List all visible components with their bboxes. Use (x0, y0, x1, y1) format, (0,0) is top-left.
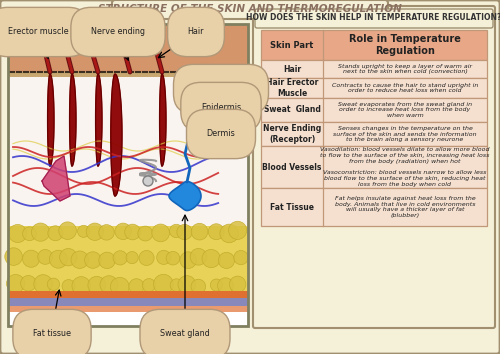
Circle shape (100, 276, 118, 294)
Circle shape (115, 223, 132, 240)
Circle shape (20, 275, 36, 291)
Text: Stands upright to keep a layer of warm air
next to the skin when cold (convectio: Stands upright to keep a layer of warm a… (338, 64, 472, 74)
Circle shape (38, 250, 52, 264)
Bar (261, 146, 487, 188)
Circle shape (218, 278, 234, 293)
Circle shape (71, 251, 88, 268)
Circle shape (190, 249, 207, 265)
Text: Erector muscle: Erector muscle (8, 28, 68, 36)
Text: Fat helps insulate against heat loss from the
body. Animals that live in cold en: Fat helps insulate against heat loss fro… (334, 196, 476, 218)
Circle shape (110, 277, 129, 296)
Text: Skin Part: Skin Part (270, 40, 314, 50)
FancyBboxPatch shape (112, 0, 388, 19)
Circle shape (8, 224, 27, 242)
Text: Epidermis: Epidermis (201, 103, 241, 112)
Text: Fat Tissue: Fat Tissue (270, 202, 314, 211)
Text: Hair: Hair (283, 64, 301, 74)
Text: Sweat  Gland: Sweat Gland (264, 105, 320, 114)
Bar (8, 306, 248, 312)
Text: Contracts to cause the hair to stand upright in
order to reduce heat loss when c: Contracts to cause the hair to stand upr… (332, 82, 478, 93)
Circle shape (60, 249, 77, 266)
FancyBboxPatch shape (253, 6, 495, 328)
Text: Sweat evaporates from the sweat gland in
order to increase heat loss from the bo: Sweat evaporates from the sweat gland in… (338, 102, 472, 118)
Bar (8, 72, 248, 226)
Bar (8, 24, 248, 326)
Circle shape (142, 279, 156, 292)
Circle shape (84, 252, 101, 268)
Circle shape (202, 250, 220, 268)
Circle shape (210, 279, 222, 291)
Text: Hair Erector
Muscle: Hair Erector Muscle (266, 78, 318, 98)
Circle shape (170, 224, 183, 238)
Polygon shape (96, 74, 102, 166)
Circle shape (234, 251, 248, 265)
Circle shape (72, 276, 90, 295)
Bar (261, 122, 487, 146)
Circle shape (126, 252, 138, 264)
Circle shape (124, 224, 140, 240)
Text: Hair: Hair (188, 28, 204, 36)
Circle shape (99, 252, 116, 269)
Circle shape (154, 274, 173, 294)
Circle shape (50, 250, 68, 268)
Circle shape (99, 225, 114, 240)
Circle shape (59, 222, 76, 239)
Circle shape (88, 276, 106, 294)
FancyBboxPatch shape (255, 9, 493, 28)
Bar (261, 78, 487, 98)
Circle shape (180, 252, 196, 268)
Circle shape (166, 251, 180, 265)
Bar (261, 30, 487, 60)
Polygon shape (48, 74, 54, 166)
Text: Dermis: Dermis (206, 130, 236, 138)
Circle shape (152, 224, 170, 242)
Circle shape (230, 276, 246, 292)
Text: Sweat gland: Sweat gland (160, 330, 210, 338)
Circle shape (228, 221, 246, 239)
Circle shape (143, 176, 153, 186)
Circle shape (218, 252, 234, 268)
Polygon shape (70, 74, 76, 166)
Bar (8, 24, 248, 326)
Circle shape (48, 226, 63, 241)
Bar (8, 72, 248, 77)
Circle shape (5, 248, 22, 266)
Circle shape (129, 279, 144, 294)
Circle shape (139, 250, 154, 266)
Bar (8, 226, 248, 291)
Text: STRUCTURE OF THE SKIN AND THERMOREGULATION: STRUCTURE OF THE SKIN AND THERMOREGULATI… (98, 5, 402, 15)
Circle shape (191, 223, 208, 240)
Text: Blood Vessels: Blood Vessels (262, 162, 322, 171)
Circle shape (48, 278, 60, 290)
Circle shape (32, 223, 50, 241)
Circle shape (22, 227, 36, 241)
Text: Blood vessels: Blood vessels (194, 85, 248, 93)
Bar (8, 24, 248, 72)
Bar (8, 298, 248, 306)
Bar (261, 60, 487, 78)
Text: Fat tissue: Fat tissue (33, 330, 71, 338)
Polygon shape (111, 74, 122, 196)
Circle shape (78, 225, 90, 238)
Polygon shape (160, 74, 166, 166)
Text: Senses changes in the temperature on the
surface of the skin and sends the infor: Senses changes in the temperature on the… (333, 126, 477, 142)
Circle shape (220, 224, 238, 243)
Bar (261, 188, 487, 226)
Polygon shape (169, 182, 201, 211)
Circle shape (156, 250, 171, 264)
Circle shape (208, 224, 224, 240)
Circle shape (62, 280, 75, 293)
Circle shape (170, 279, 183, 292)
Text: Vasodilation: blood vessels dilate to allow more blood
to flow to the surface of: Vasodilation: blood vessels dilate to al… (320, 147, 490, 187)
Bar (8, 291, 248, 298)
Circle shape (6, 274, 25, 293)
Circle shape (86, 223, 104, 240)
Text: HOW DOES THE SKIN HELP IN TEMPERATURE REGULATION?: HOW DOES THE SKIN HELP IN TEMPERATURE RE… (246, 13, 500, 23)
Circle shape (22, 250, 40, 267)
Circle shape (178, 276, 196, 293)
Polygon shape (42, 156, 70, 201)
Circle shape (191, 279, 206, 294)
Circle shape (113, 251, 128, 265)
Circle shape (177, 224, 192, 240)
